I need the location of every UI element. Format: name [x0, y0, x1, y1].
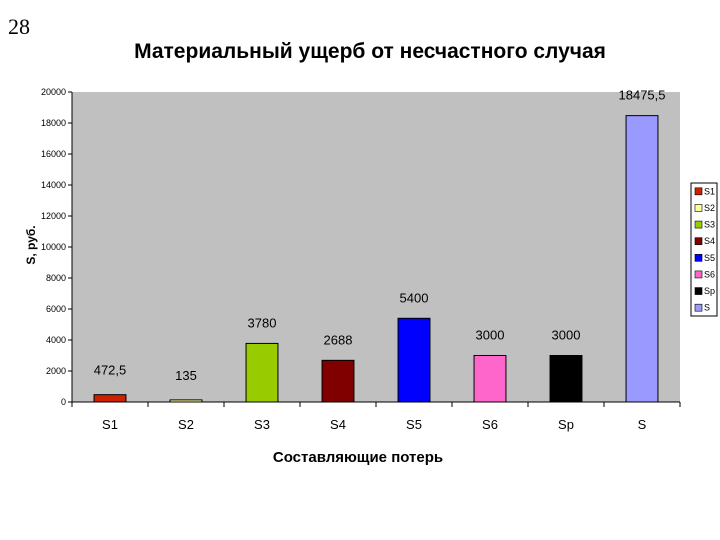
legend-swatch-sp	[694, 287, 703, 295]
x-tick-label: S	[638, 417, 647, 432]
legend-label-s6: S6	[704, 269, 715, 279]
data-label-s3: 3780	[248, 315, 277, 330]
data-label-s: 18475,5	[619, 88, 666, 103]
data-label-s2: 135	[175, 368, 197, 383]
x-axis: S1 S2 S3 S4 S5 S6 Sp S	[71, 401, 681, 432]
x-tick-label: Sp	[558, 417, 574, 432]
y-tick-label: 6000	[46, 304, 66, 314]
y-tick-label: 10000	[41, 242, 66, 252]
bar-s4	[321, 359, 355, 403]
y-tick-label: 12000	[41, 211, 66, 221]
data-label-s5: 5400	[400, 290, 429, 305]
legend-swatch-s4	[694, 237, 703, 245]
x-tick-label: S4	[330, 417, 346, 432]
legend-swatch-s2	[694, 204, 703, 212]
legend-label-s3: S3	[704, 220, 715, 230]
x-tick-label: S2	[178, 417, 194, 432]
bar-s3	[245, 342, 279, 403]
data-label-sp: 3000	[552, 328, 581, 343]
x-tick-label: S5	[406, 417, 422, 432]
slide-number: 28	[8, 14, 30, 39]
bar-s1	[93, 394, 127, 403]
data-label-s6: 3000	[476, 328, 505, 343]
legend-label-s1: S1	[704, 186, 715, 196]
x-axis-label: Составляющие потерь	[273, 449, 443, 466]
y-tick-label: 14000	[41, 180, 66, 190]
legend-label-s: S	[704, 303, 710, 313]
chart-title: Материальный ущерб от несчастного случая	[134, 40, 606, 63]
bar-sp	[549, 355, 583, 403]
y-tick-label: 8000	[46, 273, 66, 283]
bar-s5	[397, 317, 431, 403]
bar-s	[625, 115, 659, 403]
y-tick-label: 2000	[46, 366, 66, 376]
y-tick-label: 20000	[41, 87, 66, 97]
y-tick-label: 4000	[46, 335, 66, 345]
bar-s2	[169, 399, 203, 403]
plot-area	[72, 92, 680, 402]
legend-swatch-s1	[694, 187, 703, 196]
data-label-s1: 472,5	[94, 363, 127, 378]
y-tick-label: 0	[61, 397, 66, 407]
x-tick-label: S6	[482, 417, 498, 432]
y-tick-label: 18000	[41, 118, 66, 128]
y-axis: 0 2000 4000 6000 8000 10000 12000 14000 16000 180…	[41, 87, 73, 407]
legend-label-s5: S5	[704, 253, 715, 263]
x-tick-label: S3	[254, 417, 270, 432]
legend-swatch-s3	[694, 220, 703, 229]
legend-swatch-s5	[694, 254, 703, 262]
legend-label-s4: S4	[704, 236, 715, 246]
x-tick-label: S1	[102, 417, 118, 432]
legend-label-s2: S2	[704, 203, 715, 213]
legend-swatch-s	[694, 303, 703, 312]
data-labels: 472,5 135 3780 2688 5400 3000 3000 18475,5	[94, 88, 666, 383]
y-axis-label: S, руб.	[24, 225, 38, 264]
legend-swatch-s6	[694, 270, 703, 279]
y-tick-label: 16000	[41, 149, 66, 159]
bars	[93, 115, 659, 403]
legend: S1 S2 S3 S4 S5 S6 Sp S	[690, 182, 718, 317]
legend-label-sp: Sp	[704, 286, 715, 296]
data-label-s4: 2688	[324, 332, 353, 347]
bar-s6	[473, 355, 507, 403]
